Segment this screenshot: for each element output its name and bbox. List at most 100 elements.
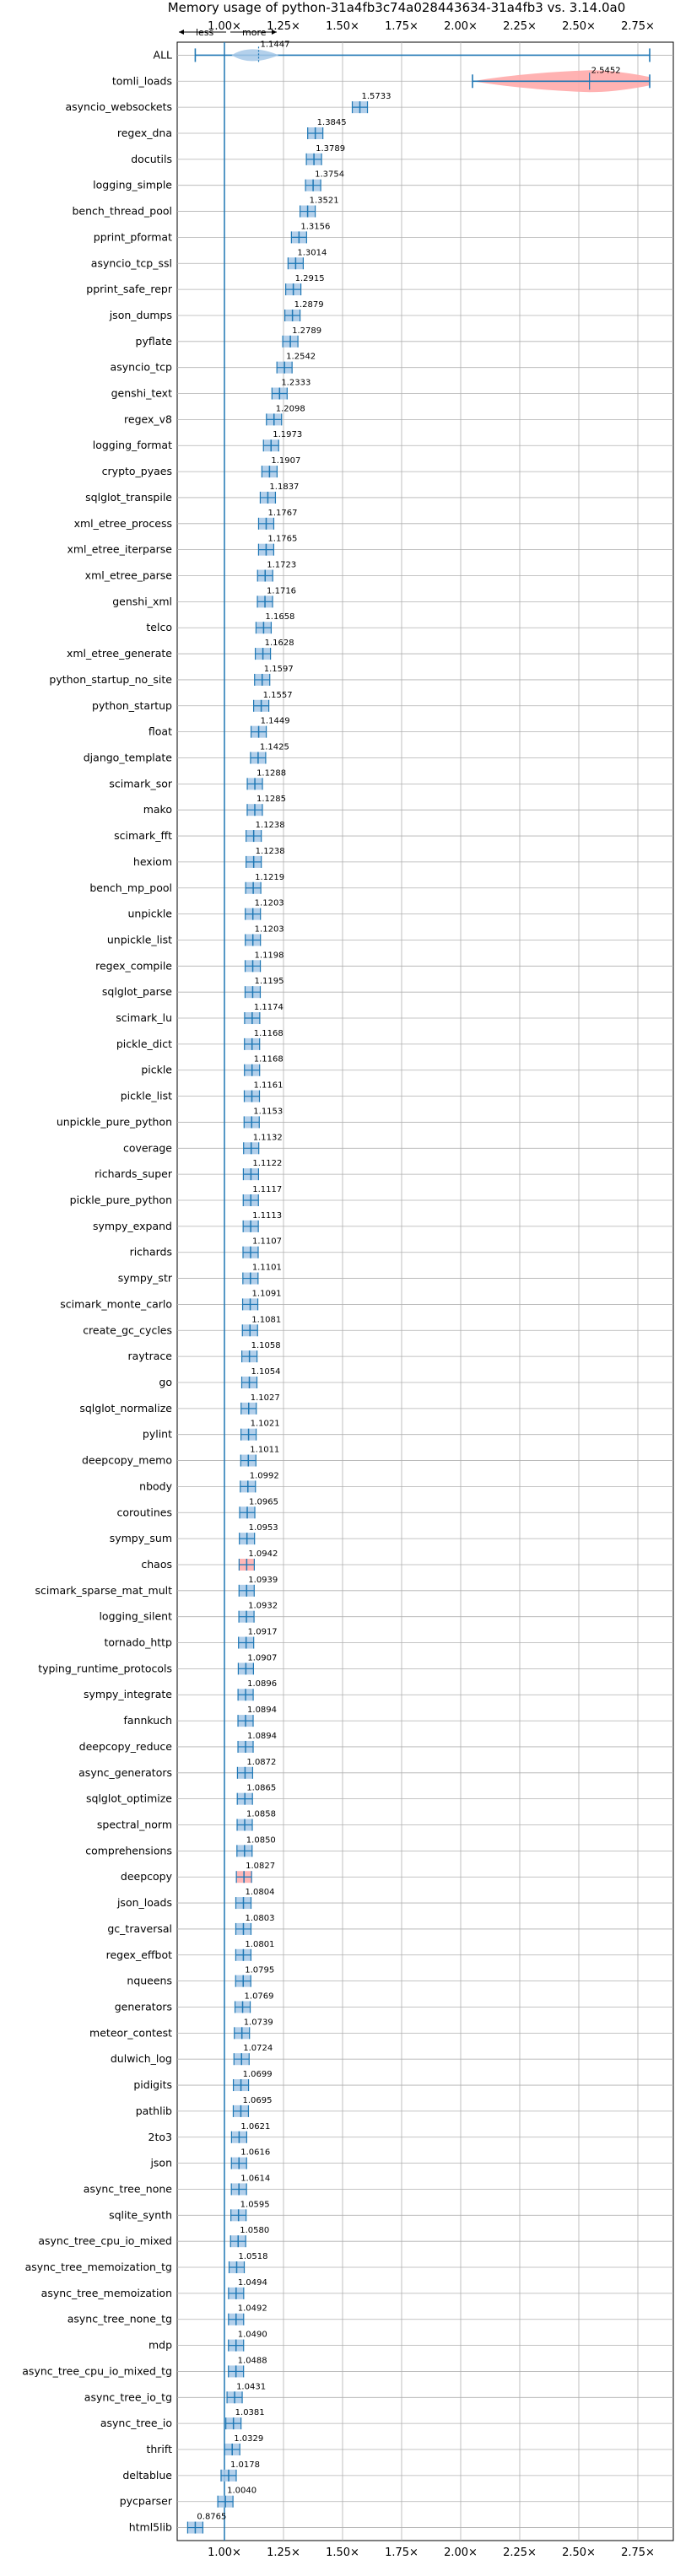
value-label: 1.3754 xyxy=(315,170,344,180)
x-tick-label-bottom: 1.50× xyxy=(326,2546,359,2559)
x-tick-label-top: 2.75× xyxy=(621,20,655,33)
category-label: pycparser xyxy=(120,2495,173,2508)
value-label: 1.0872 xyxy=(246,1758,276,1767)
value-label: 1.1449 xyxy=(261,717,290,726)
category-label: html5lib xyxy=(129,2521,172,2534)
category-label: async_tree_cpu_io_mixed xyxy=(38,2234,172,2247)
category-label: django_template xyxy=(84,751,173,763)
value-label: 1.1285 xyxy=(256,795,286,804)
category-label: float xyxy=(148,725,172,738)
value-label: 1.2542 xyxy=(286,353,316,362)
category-label: pylint xyxy=(143,1428,172,1441)
value-label: 1.0616 xyxy=(240,2148,270,2158)
category-label: richards xyxy=(130,1246,172,1258)
category-label: coroutines xyxy=(117,1506,172,1518)
category-label: json xyxy=(149,2157,172,2169)
value-label: 1.1907 xyxy=(271,456,300,466)
value-label: 1.1767 xyxy=(267,509,297,518)
value-label: 1.0621 xyxy=(240,2122,270,2131)
category-label: sympy_integrate xyxy=(84,1688,172,1700)
category-label: sqlite_synth xyxy=(109,2208,172,2221)
value-label: 1.1153 xyxy=(253,1107,283,1116)
category-label: richards_super xyxy=(94,1167,173,1180)
category-label: xml_etree_iterparse xyxy=(67,543,172,556)
value-label: 1.0942 xyxy=(248,1549,278,1559)
x-tick-label-top: 2.50× xyxy=(562,20,596,33)
value-label: 1.0801 xyxy=(245,1940,274,1949)
category-label: spectral_norm xyxy=(97,1819,172,1831)
category-label: regex_compile xyxy=(95,959,172,972)
category-label: scimark_fft xyxy=(114,829,172,842)
value-label: 1.1021 xyxy=(251,1420,280,1429)
value-label: 1.0804 xyxy=(246,1888,275,1897)
category-label: json_dumps xyxy=(109,309,172,321)
category-label: bench_thread_pool xyxy=(72,205,172,218)
x-tick-label-top: 1.50× xyxy=(326,20,359,33)
value-label: 1.0803 xyxy=(245,1914,274,1923)
category-label: pidigits xyxy=(133,2078,172,2091)
value-label: 1.1195 xyxy=(254,977,284,986)
value-label: 2.5452 xyxy=(591,66,621,75)
category-label: nbody xyxy=(139,1479,172,1492)
category-label: deepcopy_memo xyxy=(82,1454,172,1467)
category-label: pickle xyxy=(141,1064,172,1076)
more-arrow-head xyxy=(272,30,277,35)
category-label: xml_etree_generate xyxy=(67,647,172,660)
value-label: 1.1597 xyxy=(264,665,294,674)
category-label: xml_etree_parse xyxy=(85,569,173,582)
category-label: deepcopy_reduce xyxy=(79,1740,173,1753)
value-label: 1.1238 xyxy=(256,821,285,830)
chart-title: Memory usage of python-31a4fb3c74a028443… xyxy=(168,0,626,15)
value-label: 1.1168 xyxy=(254,1029,284,1038)
value-label: 1.1628 xyxy=(265,639,294,648)
value-label: 1.1973 xyxy=(273,430,302,439)
value-label: 1.3156 xyxy=(300,222,330,231)
category-label: pickle_pure_python xyxy=(70,1194,172,1206)
category-label: scimark_sor xyxy=(109,777,172,790)
value-label: 1.0595 xyxy=(240,2200,270,2209)
value-label: 1.1122 xyxy=(252,1159,282,1168)
value-label: 1.0939 xyxy=(248,1576,278,1585)
value-label: 1.1058 xyxy=(251,1341,281,1350)
category-label: sqlglot_transpile xyxy=(85,491,172,504)
category-label: ALL xyxy=(154,48,173,61)
x-tick-label-bottom: 2.25× xyxy=(503,2546,537,2559)
value-label: 1.0431 xyxy=(236,2382,266,2391)
plot-frame xyxy=(176,41,674,2541)
category-label: raytrace xyxy=(128,1350,173,1362)
category-label: pprint_safe_repr xyxy=(86,283,173,295)
value-label: 1.0894 xyxy=(247,1706,277,1715)
value-label: 1.2879 xyxy=(294,300,324,310)
x-tick-label-top: 1.75× xyxy=(385,20,418,33)
value-label: 1.0695 xyxy=(242,2096,272,2105)
value-label: 1.0917 xyxy=(248,1628,278,1637)
value-label: 1.0858 xyxy=(246,1810,276,1819)
category-label: regex_dna xyxy=(117,127,172,139)
category-label: xml_etree_process xyxy=(74,517,172,530)
category-label: deepcopy xyxy=(121,1870,173,1883)
category-label: genshi_xml xyxy=(112,595,172,607)
value-label: 1.0953 xyxy=(249,1523,278,1533)
category-label: unpickle_pure_python xyxy=(57,1115,172,1128)
value-label: 1.0907 xyxy=(247,1653,277,1663)
value-label: 1.3014 xyxy=(297,248,327,257)
category-label: async_tree_cpu_io_mixed_tg xyxy=(22,2364,172,2377)
less-arrow-head xyxy=(179,30,184,35)
value-label: 1.0896 xyxy=(247,1679,277,1689)
x-tick-label-top: 2.25× xyxy=(503,20,537,33)
value-label: 1.0769 xyxy=(245,1991,274,2001)
x-tick-label-bottom: 2.00× xyxy=(444,2546,478,2559)
category-label: create_gc_cycles xyxy=(83,1323,172,1336)
value-label: 1.1161 xyxy=(254,1081,284,1091)
category-label: pathlib xyxy=(136,2104,172,2117)
x-tick-label-bottom: 1.00× xyxy=(208,2546,241,2559)
category-label: asyncio_tcp xyxy=(111,361,173,374)
category-label: nqueens xyxy=(127,1975,172,1987)
value-label: 1.0492 xyxy=(238,2304,267,2314)
category-label: async_generators xyxy=(78,1766,172,1779)
category-label: json_loads xyxy=(116,1896,172,1909)
value-label: 1.1238 xyxy=(256,847,285,856)
value-label: 1.0827 xyxy=(246,1862,275,1871)
category-label: thrift xyxy=(146,2443,172,2455)
